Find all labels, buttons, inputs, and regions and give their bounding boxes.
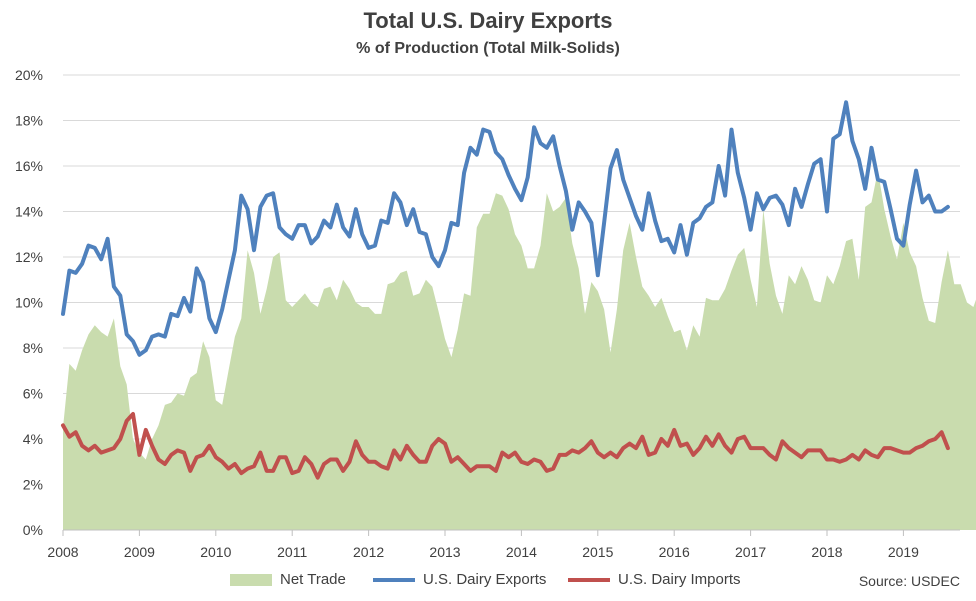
legend-label-us-dairy-exports: U.S. Dairy Exports	[423, 571, 547, 588]
legend-item-us-dairy-imports: U.S. Dairy Imports	[568, 571, 741, 588]
x-tick-label: 2008	[47, 544, 78, 560]
x-tick-label: 2012	[353, 544, 384, 560]
axis-layer: 0% 2% 4% 6% 8% 10% 12% 14% 16% 18% 20% 2008 2009 2010…	[15, 67, 960, 560]
chart-subtitle: % of Production (Total Milk-Solids)	[356, 40, 620, 57]
y-tick-label: 2%	[23, 477, 43, 493]
x-tick-label: 2013	[429, 544, 460, 560]
y-tick-label: 16%	[15, 158, 43, 174]
x-tick-label: 2011	[277, 544, 307, 560]
source-note: Source: USDEC	[858, 573, 960, 589]
y-tick-label: 8%	[23, 340, 43, 356]
legend-item-us-dairy-exports: U.S. Dairy Exports	[373, 571, 546, 588]
legend-label-net-trade: Net Trade	[280, 571, 346, 588]
series-line-u-s-dairy-imports	[61, 412, 950, 480]
y-tick-label: 18%	[15, 113, 43, 129]
legend-swatch-net-trade	[230, 573, 272, 586]
x-tick-label: 2009	[124, 544, 155, 560]
legend-swatch-us-dairy-exports	[373, 577, 415, 582]
series-line-u-s-dairy-exports	[61, 100, 950, 357]
legend: Net Trade U.S. Dairy Exports U.S. Dairy …	[0, 571, 976, 593]
x-tick-label: 2016	[659, 544, 690, 560]
y-tick-label: 6%	[23, 386, 43, 402]
x-tick-label: 2018	[811, 544, 842, 560]
y-tick-label: 4%	[23, 431, 43, 447]
net-trade-area-layer	[63, 170, 976, 530]
x-tick-label: 2014	[506, 544, 537, 560]
legend-swatch-us-dairy-imports	[568, 577, 610, 582]
legend-item-net-trade: Net Trade	[230, 571, 346, 588]
y-tick-label: 12%	[15, 249, 43, 265]
legend-label-us-dairy-imports: U.S. Dairy Imports	[618, 571, 741, 588]
x-tick-label: 2015	[582, 544, 613, 560]
y-tick-label: 0%	[23, 522, 43, 538]
x-tick-label: 2010	[200, 544, 231, 560]
y-tick-label: 10%	[15, 295, 43, 311]
chart-title: Total U.S. Dairy Exports	[363, 8, 613, 33]
series-lines-layer	[61, 100, 950, 480]
y-tick-label: 14%	[15, 204, 43, 220]
x-tick-label: 2017	[735, 544, 766, 560]
series-area-net-trade	[63, 170, 976, 530]
x-tick-label: 2019	[888, 544, 919, 560]
y-tick-label: 20%	[15, 67, 43, 83]
